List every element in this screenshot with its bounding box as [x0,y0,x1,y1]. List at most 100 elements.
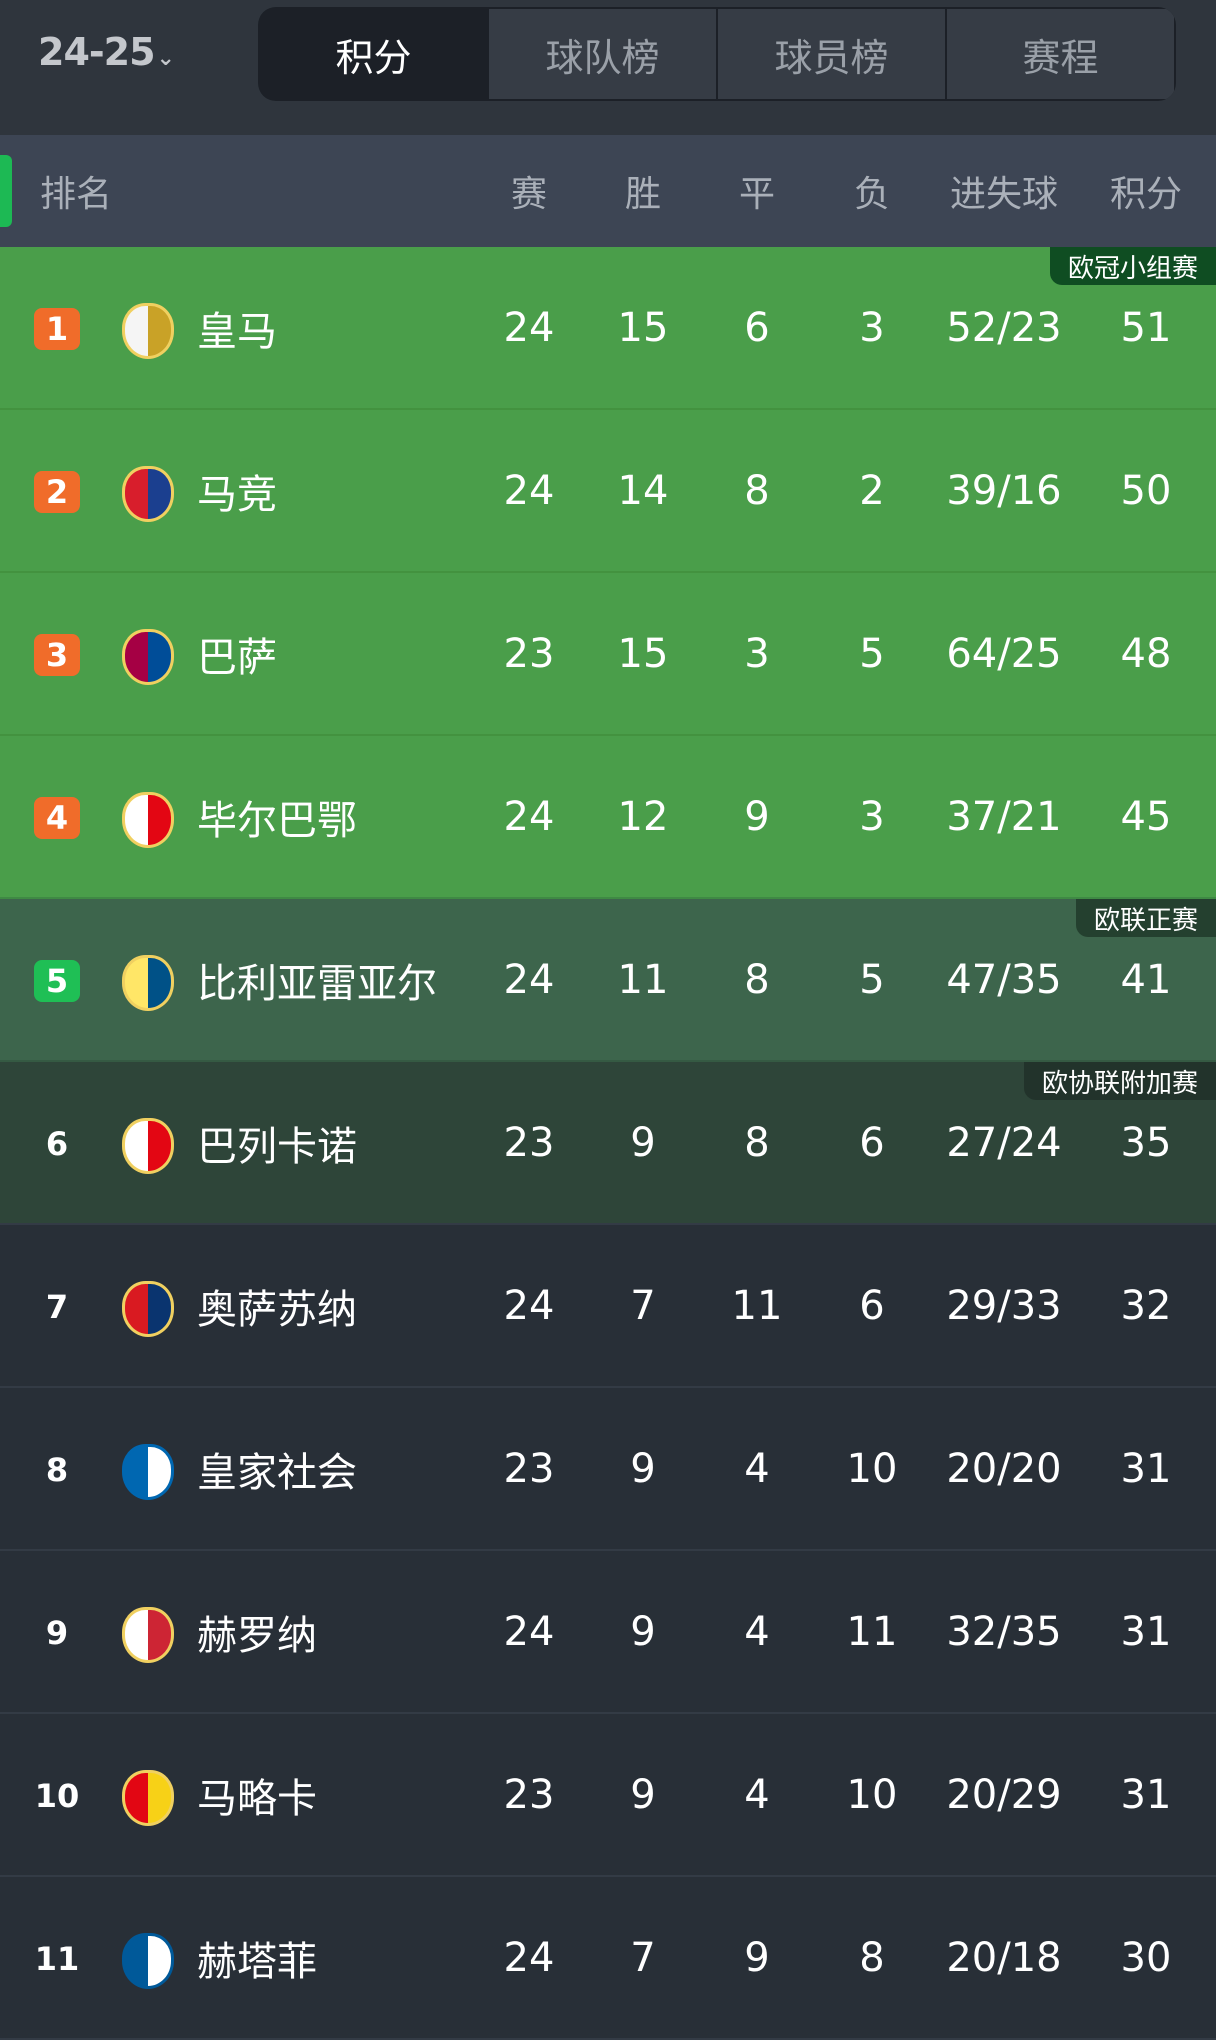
header-lost: 负 [853,174,890,215]
table-row[interactable]: 7 奥萨苏纳 24 7 11 6 29/33 32 [0,1225,1216,1388]
stat-w: 11 [617,956,669,1003]
stat-g: 29/33 [946,1282,1062,1329]
stat-p: 24 [503,1934,555,1981]
stat-g: 32/35 [946,1608,1062,1655]
stat-pts: 30 [1120,1934,1172,1981]
rank-badge: 9 [45,1614,69,1652]
stat-p: 24 [503,304,555,351]
stat-d: 6 [744,304,770,351]
rank-badge: 2 [34,471,80,513]
stat-pts: 31 [1120,1608,1172,1655]
team-logo-icon [122,955,174,1011]
team-name[interactable]: 比利亚雷亚尔 [197,960,437,1007]
stat-d: 8 [744,467,770,514]
team-name[interactable]: 皇马 [197,308,277,355]
qualification-tag: 欧冠小组赛 [1049,247,1216,285]
stat-w: 7 [630,1934,656,1981]
stat-w: 9 [630,1445,656,1492]
team-name[interactable]: 巴列卡诺 [197,1123,357,1170]
stat-pts: 31 [1120,1445,1172,1492]
stat-d: 3 [744,630,770,677]
stat-d: 4 [744,1771,770,1818]
stat-p: 23 [503,1445,555,1492]
table-row[interactable]: 欧冠小组赛 1 皇马 24 15 6 3 52/23 51 [0,247,1216,410]
table-row[interactable]: 11 赫塔菲 24 7 9 8 20/18 30 [0,1877,1216,2040]
stat-w: 7 [630,1282,656,1329]
stat-l: 5 [859,956,885,1003]
stat-d: 11 [731,1282,783,1329]
header-rank: 排名 [40,174,113,215]
stat-pts: 45 [1120,793,1172,840]
stat-l: 3 [859,304,885,351]
stat-g: 20/18 [946,1934,1062,1981]
stat-g: 39/16 [946,467,1062,514]
season-selector[interactable]: 24-25⌄ [38,30,175,74]
stat-d: 8 [744,956,770,1003]
team-logo-icon [122,1607,174,1663]
team-logo-icon [122,1281,174,1337]
table-row[interactable]: 欧联正赛 5 比利亚雷亚尔 24 11 8 5 47/35 41 [0,899,1216,1062]
tab-team-rankings[interactable]: 球队榜 [487,9,716,99]
tab-schedule[interactable]: 赛程 [945,9,1174,99]
table-row[interactable]: 8 皇家社会 23 9 4 10 20/20 31 [0,1388,1216,1551]
stat-g: 27/24 [946,1119,1062,1166]
table-row[interactable]: 3 巴萨 23 15 3 5 64/25 48 [0,573,1216,736]
header-points: 积分 [1109,174,1182,215]
team-name[interactable]: 马略卡 [197,1775,317,1822]
stat-w: 15 [617,304,669,351]
team-name[interactable]: 巴萨 [197,634,277,681]
stat-pts: 35 [1120,1119,1172,1166]
stat-p: 24 [503,1608,555,1655]
team-name[interactable]: 毕尔巴鄂 [197,797,357,844]
stat-w: 9 [630,1608,656,1655]
stat-p: 24 [503,467,555,514]
tab-bar: 积分 球队榜 球员榜 赛程 [258,7,1176,101]
team-logo-icon [122,1933,174,1989]
team-logo-icon [122,466,174,522]
stat-l: 8 [859,1934,885,1981]
stat-g: 47/35 [946,956,1062,1003]
team-name[interactable]: 奥萨苏纳 [197,1286,357,1333]
stat-l: 6 [859,1119,885,1166]
table-row[interactable]: 2 马竞 24 14 8 2 39/16 50 [0,410,1216,573]
team-name[interactable]: 赫罗纳 [197,1612,317,1659]
rank-badge: 10 [34,1777,80,1815]
rank-badge: 5 [34,960,80,1002]
tab-standings[interactable]: 积分 [260,9,487,99]
tab-player-rankings[interactable]: 球员榜 [716,9,945,99]
stat-d: 9 [744,793,770,840]
team-logo-icon [122,1118,174,1174]
top-bar: 24-25⌄ 积分 球队榜 球员榜 赛程 [0,0,1216,135]
stat-l: 3 [859,793,885,840]
chevron-down-icon: ⌄ [156,46,175,71]
stat-g: 20/29 [946,1771,1062,1818]
table-row[interactable]: 欧协联附加赛 6 巴列卡诺 23 9 8 6 27/24 35 [0,1062,1216,1225]
stat-l: 6 [859,1282,885,1329]
stat-g: 52/23 [946,304,1062,351]
stat-pts: 32 [1120,1282,1172,1329]
table-row[interactable]: 10 马略卡 23 9 4 10 20/29 31 [0,1714,1216,1877]
rank-badge: 4 [34,797,80,839]
stat-l: 2 [859,467,885,514]
stat-d: 8 [744,1119,770,1166]
team-name[interactable]: 赫塔菲 [197,1938,317,1985]
team-logo-icon [122,303,174,359]
rank-badge: 6 [45,1125,69,1163]
team-name[interactable]: 皇家社会 [197,1449,357,1496]
header-played: 赛 [510,174,547,215]
stat-d: 9 [744,1934,770,1981]
table-row[interactable]: 9 赫罗纳 24 9 4 11 32/35 31 [0,1551,1216,1714]
stat-l: 11 [846,1608,898,1655]
header-won: 胜 [624,174,661,215]
stat-w: 9 [630,1119,656,1166]
stat-pts: 50 [1120,467,1172,514]
stat-p: 24 [503,956,555,1003]
stat-g: 37/21 [946,793,1062,840]
team-logo-icon [122,1444,174,1500]
team-name[interactable]: 马竞 [197,471,277,518]
stat-p: 23 [503,1771,555,1818]
rank-badge: 8 [45,1451,69,1489]
stat-d: 4 [744,1608,770,1655]
season-label: 24-25 [38,30,156,74]
table-row[interactable]: 4 毕尔巴鄂 24 12 9 3 37/21 45 [0,736,1216,899]
